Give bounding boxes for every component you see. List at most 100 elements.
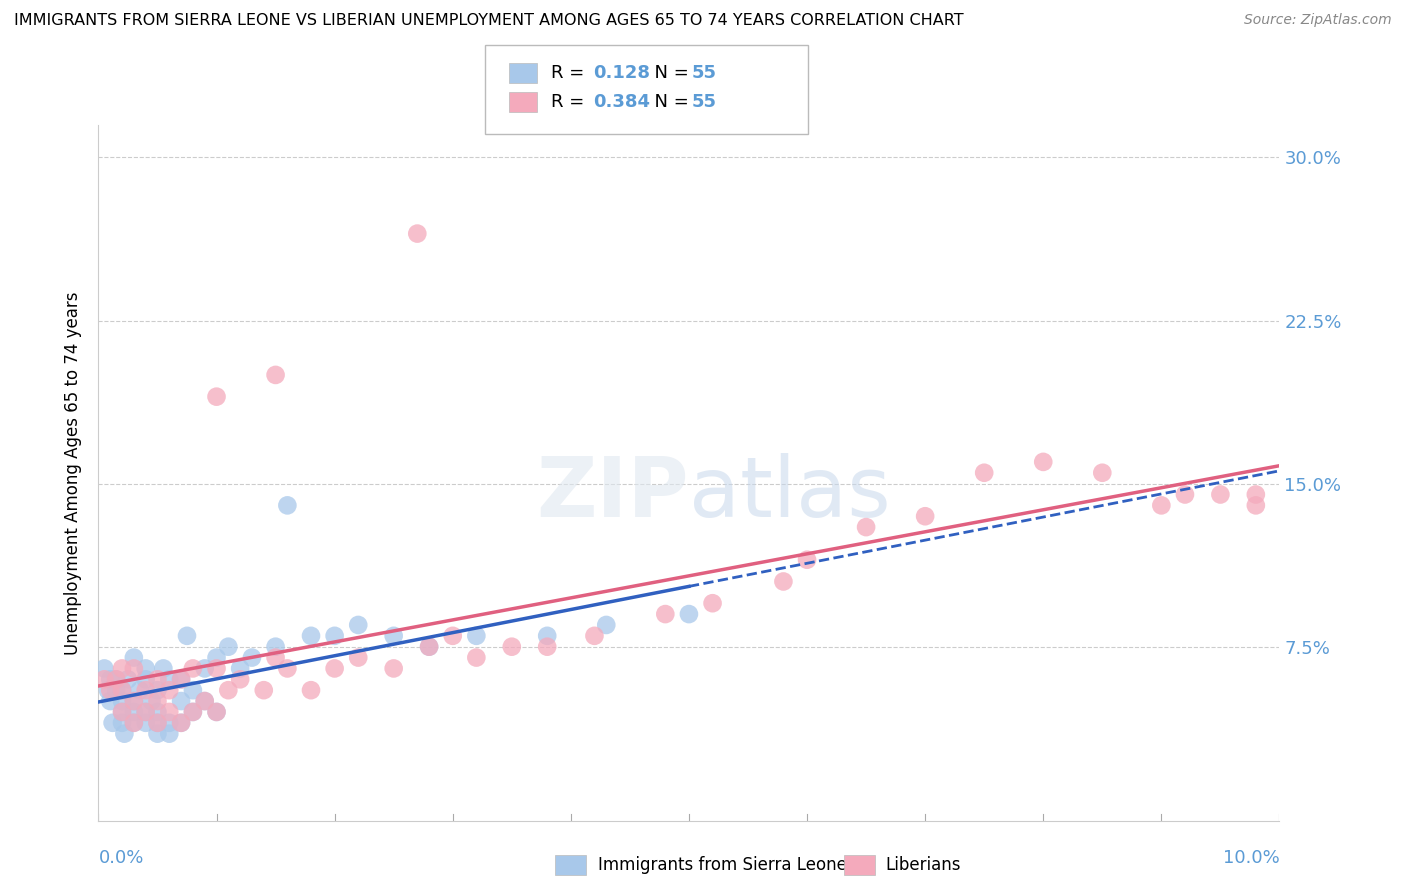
Point [128,683,150,698]
Point [111,705,134,719]
Point [347,618,370,632]
Point [170,673,193,687]
Point [253,683,276,698]
Point [157,726,180,740]
Point [101,715,124,730]
Point [146,726,169,740]
Point [170,694,193,708]
Text: 0.384: 0.384 [593,93,651,111]
Point [264,640,287,654]
Point [299,683,322,698]
Point [181,661,204,675]
Point [1174,487,1197,501]
Point [465,629,488,643]
Point [98,673,121,687]
Point [111,705,134,719]
Point [501,640,523,654]
Point [276,661,298,675]
Point [111,694,134,708]
Point [98,683,121,698]
Point [1091,466,1114,480]
Point [205,661,228,675]
Point [382,661,405,675]
Point [347,650,370,665]
Point [536,629,558,643]
Point [112,726,135,740]
Point [170,715,193,730]
Point [382,629,405,643]
Point [276,499,298,513]
Point [122,650,145,665]
Text: IMMIGRANTS FROM SIERRA LEONE VS LIBERIAN UNEMPLOYMENT AMONG AGES 65 TO 74 YEARS : IMMIGRANTS FROM SIERRA LEONE VS LIBERIAN… [14,13,963,29]
Point [146,715,169,730]
Point [796,552,818,567]
Text: 55: 55 [692,64,717,82]
Point [205,650,228,665]
Point [157,715,180,730]
Point [105,683,128,698]
Point [1032,455,1054,469]
Point [441,629,464,643]
Point [146,705,169,719]
Point [418,640,440,654]
Text: 55: 55 [692,93,717,111]
Text: R =: R = [551,93,591,111]
Point [152,661,174,675]
Point [170,715,193,730]
Point [536,640,558,654]
Point [217,640,239,654]
Point [217,683,239,698]
Point [105,673,128,687]
Point [595,618,617,632]
Point [97,683,120,698]
Point [146,683,169,698]
Point [973,466,995,480]
Point [323,629,346,643]
Point [111,715,134,730]
Point [1244,499,1267,513]
Point [157,705,180,719]
Point [264,368,287,382]
Point [465,650,488,665]
Point [855,520,877,534]
Text: 0.128: 0.128 [593,64,651,82]
Text: 10.0%: 10.0% [1223,849,1279,867]
Point [205,705,228,719]
Point [135,661,157,675]
Text: 0.0%: 0.0% [98,849,143,867]
Point [914,509,936,524]
Point [135,705,157,719]
Point [181,705,204,719]
Point [170,673,193,687]
Y-axis label: Unemployment Among Ages 65 to 74 years: Unemployment Among Ages 65 to 74 years [65,291,83,655]
Point [205,705,228,719]
Point [93,673,115,687]
Point [406,227,429,241]
Point [157,683,180,698]
Point [105,673,128,687]
Point [122,694,145,708]
Point [181,683,204,698]
Point [111,683,134,698]
Point [418,640,440,654]
Point [93,661,115,675]
Point [122,661,145,675]
Text: R =: R = [551,64,591,82]
Point [654,607,676,621]
Point [146,673,169,687]
Text: Source: ZipAtlas.com: Source: ZipAtlas.com [1244,13,1392,28]
Point [1150,499,1173,513]
Text: N =: N = [643,64,695,82]
Point [146,715,169,730]
Point [194,694,217,708]
Point [229,673,252,687]
Point [1209,487,1232,501]
Point [146,694,169,708]
Text: Liberians: Liberians [886,856,962,874]
Point [157,673,180,687]
Point [181,705,204,719]
Point [264,650,287,665]
Point [122,694,145,708]
Point [205,390,228,404]
Text: Immigrants from Sierra Leone: Immigrants from Sierra Leone [598,856,846,874]
